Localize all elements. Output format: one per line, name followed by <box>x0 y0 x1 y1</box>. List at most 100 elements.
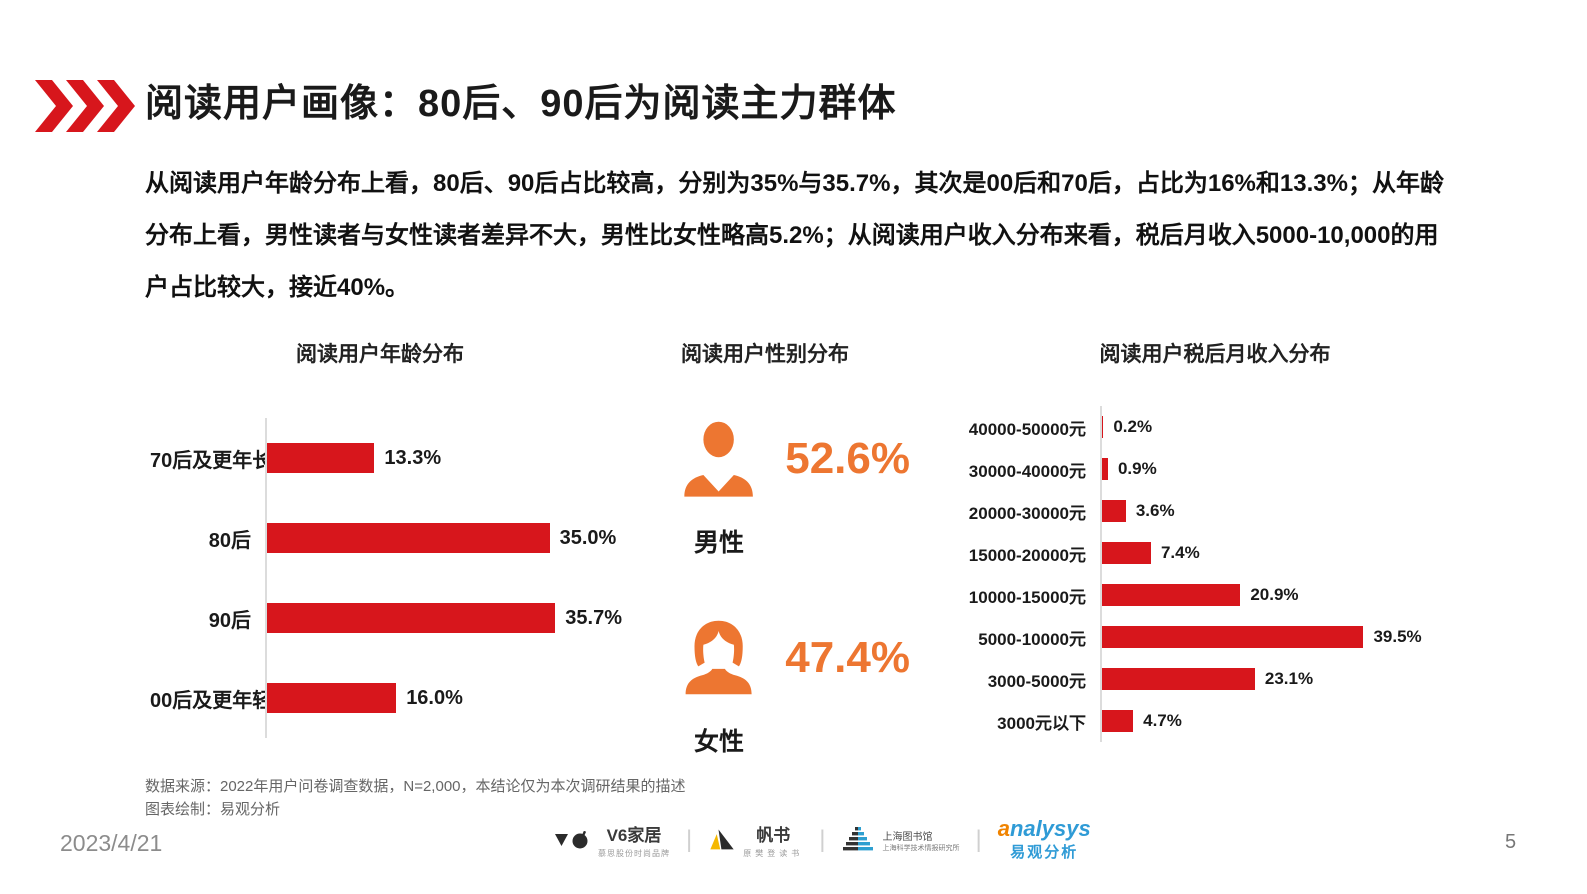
value-label: 16.0% <box>406 686 463 709</box>
bar-track: 7.4% <box>1100 532 1380 574</box>
bar-row: 90后 35.7% <box>150 578 660 658</box>
bar-row: 10000-15000元 20.9% <box>955 574 1555 616</box>
data-source-note: 数据来源：2022年用户问卷调查数据，N=2,000，本结论仅为本次调研结果的描… <box>145 778 686 795</box>
female-icon <box>685 620 752 695</box>
bar <box>267 443 375 473</box>
shanghai-library-subtext: 上海科学技术情报研究所 <box>882 844 960 852</box>
category-label: 30000-40000元 <box>968 461 1086 481</box>
bar-track: 39.5% <box>1100 616 1422 658</box>
bar <box>1102 542 1151 564</box>
shanghai-library-logo: 上海图书馆 上海科学技术情报研究所 <box>841 825 959 855</box>
footnote: 数据来源：2022年用户问卷调查数据，N=2,000，本结论仅为本次调研结果的描… <box>145 775 686 821</box>
bar <box>1102 500 1126 522</box>
bar-row: 3000-5000元 23.1% <box>955 658 1555 700</box>
category-label: 3000-5000元 <box>987 671 1086 691</box>
footer-logos: V6家居 慕思股份时尚品牌 | 帆书 原樊登读书 | <box>555 818 1091 862</box>
bar-track: 0.9% <box>1100 448 1380 490</box>
female-label: 女性 <box>694 728 745 756</box>
bar-row: 00后及更年轻 16.0% <box>150 658 660 738</box>
age-chart-bars: 70后及更年长 13.3% 80后 35.0% 90后 35.7% 00后及更年轻 16.0% <box>150 418 660 738</box>
category-label: 80后 <box>208 529 251 552</box>
analysys-logo-subtext: 易观分析 <box>1010 844 1079 861</box>
bar-row: 30000-40000元 0.9% <box>955 448 1555 490</box>
bar <box>1102 626 1364 648</box>
gender-item-male: 52.6% 男性 <box>678 406 910 559</box>
bar-track: 16.0% <box>265 658 590 738</box>
value-label: 7.4% <box>1160 543 1200 562</box>
bar-track: 3.6% <box>1100 490 1380 532</box>
bar-track: 23.1% <box>1100 658 1380 700</box>
gender-distribution-panel: 阅读用户性别分布 52.6% 男性 47.4% 女性 <box>640 338 910 758</box>
shanghai-library-text: 上海图书馆 <box>882 831 933 843</box>
bar-row: 40000-50000元 0.2% <box>955 406 1555 448</box>
category-label: 70后及更年长 <box>150 449 273 472</box>
bar-row: 5000-10000元 39.5% <box>955 616 1555 658</box>
page-number: 5 <box>1505 831 1517 853</box>
v6-logo-text: V6家居 <box>606 826 662 845</box>
bar <box>1102 458 1108 480</box>
bar-track: 0.2% <box>1100 406 1380 448</box>
bar <box>267 603 556 633</box>
gender-item-female: 47.4% 女性 <box>678 605 910 758</box>
age-distribution-chart: 阅读用户年龄分布 70后及更年长 13.3% 80后 35.0% 90后 35.7% 00后… <box>150 338 660 738</box>
income-chart-title: 阅读用户税后月收入分布 <box>1099 343 1331 366</box>
fanshu-logo-subtext: 原樊登读书 <box>743 849 804 858</box>
bar-row: 15000-20000元 7.4% <box>955 532 1555 574</box>
male-icon <box>684 421 753 497</box>
analysys-logo: analysys 易观分析 <box>998 818 1091 862</box>
slide-date: 2023/4/21 <box>60 830 163 856</box>
bar-row: 80后 35.0% <box>150 498 660 578</box>
category-label: 20000-30000元 <box>968 503 1086 523</box>
bar <box>267 683 397 713</box>
value-label: 0.9% <box>1117 459 1157 478</box>
category-label: 00后及更年轻 <box>150 689 273 712</box>
bar-track: 35.0% <box>265 498 616 578</box>
v6-logo-icon <box>555 831 588 849</box>
female-percentage: 47.4% <box>785 632 910 682</box>
value-label: 13.3% <box>384 446 442 469</box>
income-chart-bars: 40000-50000元 0.2% 30000-40000元 0.9% 20000-30… <box>955 406 1555 742</box>
v6-logo-subtext: 慕思股份时尚品牌 <box>598 849 670 858</box>
fanshu-logo: 帆书 原樊登读书 <box>708 821 803 859</box>
bar-row: 20000-30000元 3.6% <box>955 490 1555 532</box>
intro-paragraph: 从阅读用户年龄分布上看，80后、90后占比较高，分别为35%与35.7%，其次是… <box>145 170 1444 301</box>
income-distribution-chart: 阅读用户税后月收入分布 40000-50000元 0.2% 30000-40000元… <box>955 338 1555 742</box>
gender-chart-title: 阅读用户性别分布 <box>681 343 849 366</box>
value-label: 23.1% <box>1264 669 1314 688</box>
bar <box>267 523 550 553</box>
male-percentage: 52.6% <box>785 433 910 483</box>
fanshu-logo-icon <box>710 829 734 850</box>
value-label: 3.6% <box>1135 501 1175 520</box>
bar-row: 70后及更年长 13.3% <box>150 418 660 498</box>
logo-divider: | <box>686 826 693 853</box>
fanshu-logo-text: 帆书 <box>756 826 791 845</box>
bar <box>1102 710 1134 732</box>
value-label: 39.5% <box>1373 627 1422 646</box>
value-label: 35.0% <box>559 526 617 549</box>
triple-chevron-icon <box>35 80 135 137</box>
age-chart-title: 阅读用户年龄分布 <box>296 343 464 366</box>
page-title: 阅读用户画像：80后、90后为阅读主力群体 <box>145 83 897 125</box>
value-label: 4.7% <box>1143 711 1182 730</box>
male-label: 男性 <box>694 529 745 557</box>
category-label: 3000元以下 <box>997 713 1086 733</box>
category-label: 15000-20000元 <box>968 545 1086 565</box>
v6-logo: V6家居 慕思股份时尚品牌 <box>555 821 670 859</box>
bar <box>1102 668 1255 690</box>
value-label: 20.9% <box>1250 585 1299 604</box>
bar-track: 35.7% <box>265 578 622 658</box>
bar-track: 13.3% <box>265 418 590 498</box>
category-label: 40000-50000元 <box>968 419 1086 439</box>
bar-track: 4.7% <box>1100 700 1380 742</box>
shanghai-library-logo-icon <box>843 827 874 851</box>
value-label: 35.7% <box>565 606 622 629</box>
category-label: 90后 <box>208 609 251 632</box>
category-label: 5000-10000元 <box>978 629 1086 649</box>
logo-divider: | <box>975 826 982 853</box>
bar <box>1102 584 1241 606</box>
value-label: 0.2% <box>1113 417 1153 436</box>
bar-track: 20.9% <box>1100 574 1380 616</box>
chart-credit-note: 图表绘制：易观分析 <box>145 801 281 818</box>
category-label: 10000-15000元 <box>968 587 1086 607</box>
